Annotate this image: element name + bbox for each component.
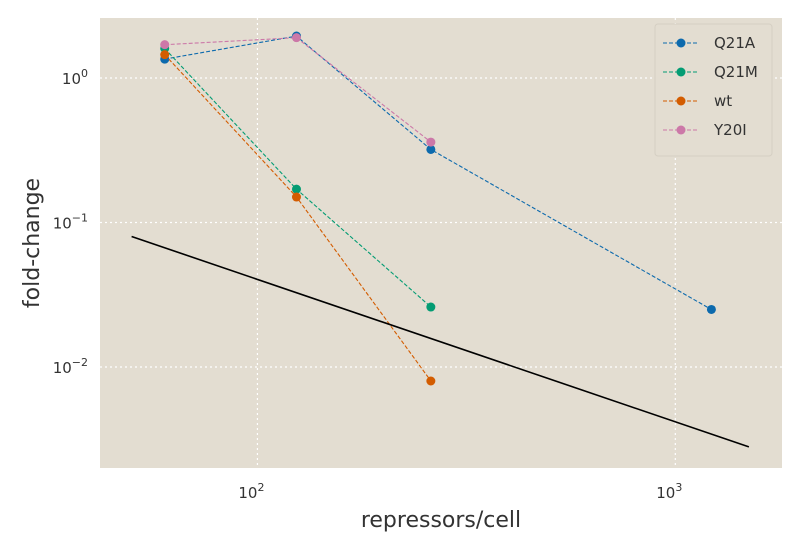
data-point	[426, 144, 436, 154]
series-group	[131, 31, 750, 448]
legend-label: Q21A	[714, 34, 756, 52]
legend: Q21A Q21M wt Y20I	[654, 23, 773, 157]
legend-box	[654, 23, 773, 157]
legend-marker	[676, 96, 686, 106]
series-line	[164, 35, 712, 310]
data-point	[291, 192, 301, 202]
legend-marker	[676, 38, 686, 48]
x-tick-label: 102	[238, 481, 264, 502]
x-axis-label: repressors/cell	[361, 508, 521, 533]
data-point	[160, 40, 170, 50]
y-tick-label: 10−2	[53, 356, 88, 377]
legend-label: Y20I	[713, 121, 747, 139]
data-point	[291, 33, 301, 43]
data-point	[160, 50, 170, 60]
legend-label: wt	[714, 92, 732, 110]
legend-marker	[676, 67, 686, 77]
data-point	[426, 376, 436, 386]
data-point	[706, 304, 716, 314]
y-axis-label: fold-change	[20, 178, 45, 308]
series-line	[164, 37, 432, 143]
y-tick-label: 100	[62, 67, 88, 88]
data-point	[291, 184, 301, 194]
x-tick-label: 103	[656, 481, 682, 502]
data-point	[426, 137, 436, 147]
axis-ticks: 102 103 100 10−1 10−2	[53, 67, 683, 502]
legend-marker	[676, 125, 686, 135]
data-point	[426, 302, 436, 312]
series-line	[131, 235, 750, 448]
y-tick-label: 10−1	[53, 211, 88, 232]
legend-label: Q21M	[714, 63, 758, 81]
